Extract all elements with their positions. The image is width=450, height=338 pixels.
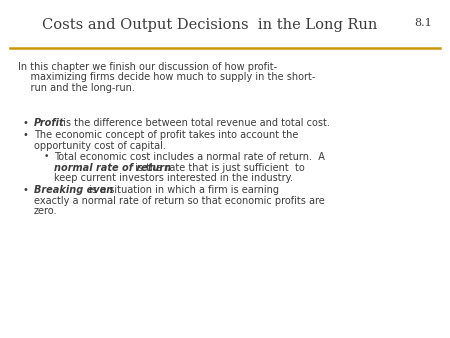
Text: •: • <box>22 185 28 195</box>
Text: is the difference between total revenue and total cost.: is the difference between total revenue … <box>60 118 330 128</box>
Text: keep current investors interested in the industry.: keep current investors interested in the… <box>54 173 293 183</box>
Text: exactly a normal rate of return so that economic profits are: exactly a normal rate of return so that … <box>34 196 325 206</box>
Text: In this chapter we finish our discussion of how profit-: In this chapter we finish our discussion… <box>18 62 277 72</box>
Text: normal rate of return: normal rate of return <box>54 163 171 173</box>
Text: Breaking even: Breaking even <box>34 185 113 195</box>
Text: maximizing firms decide how much to supply in the short-: maximizing firms decide how much to supp… <box>18 72 315 82</box>
Text: is the rate that is just sufficient  to: is the rate that is just sufficient to <box>132 163 305 173</box>
Text: •: • <box>22 130 28 140</box>
Text: Costs and Output Decisions  in the Long Run: Costs and Output Decisions in the Long R… <box>42 18 378 32</box>
Text: •: • <box>22 118 28 128</box>
Text: opportunity cost of capital.: opportunity cost of capital. <box>34 141 166 150</box>
Text: run and the long-run.: run and the long-run. <box>18 83 135 93</box>
Text: Profit: Profit <box>34 118 65 128</box>
Text: •: • <box>44 152 50 161</box>
Text: 8.1: 8.1 <box>414 18 432 28</box>
Text: is a situation in which a firm is earning: is a situation in which a firm is earnin… <box>86 185 279 195</box>
Text: zero.: zero. <box>34 206 58 216</box>
Text: The economic concept of profit takes into account the: The economic concept of profit takes int… <box>34 130 298 140</box>
Text: Total economic cost includes a normal rate of return.  A: Total economic cost includes a normal ra… <box>54 152 325 162</box>
